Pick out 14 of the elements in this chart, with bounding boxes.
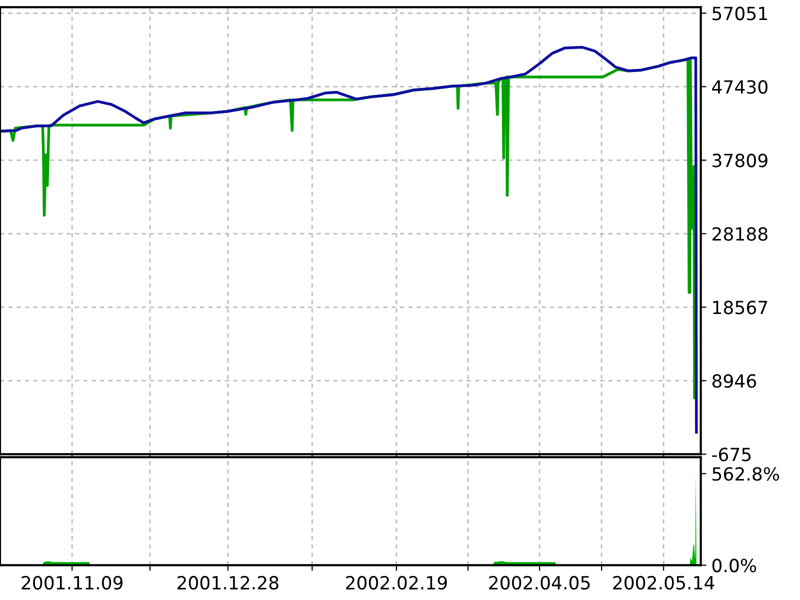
x-tick-label: 2002.02.19: [346, 576, 447, 590]
y-tick-label: 37809: [712, 154, 768, 168]
y-tick-label: 57051: [712, 6, 767, 20]
y-tick-label: -675: [712, 448, 751, 462]
y-tick-label: 28188: [712, 227, 768, 241]
x-tick-label: 2002.05.14: [613, 576, 714, 590]
y-tick-label: 47430: [712, 80, 768, 94]
x-tick-label: 2002.04.05: [489, 576, 590, 590]
x-tick-label: 2001.12.28: [178, 576, 278, 590]
x-tick-label: 2001.11.09: [22, 576, 122, 590]
y-tick-label: 18567: [713, 300, 768, 314]
y-tick-label: 0.0%: [712, 558, 756, 572]
y-tick-label: 562.8%: [712, 467, 780, 481]
y-tick-label: 8946: [712, 374, 756, 388]
